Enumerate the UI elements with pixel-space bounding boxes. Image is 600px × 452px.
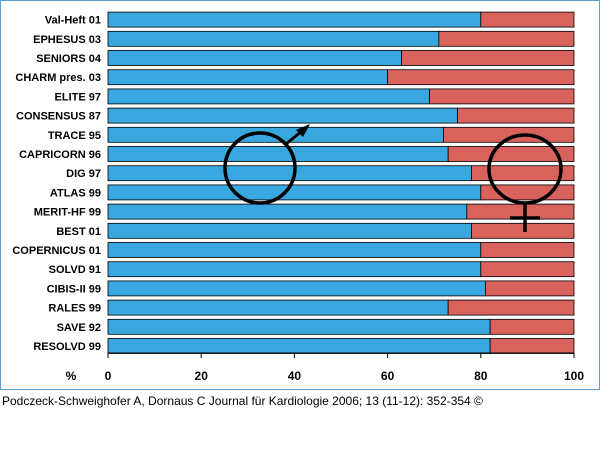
male-symbol-icon xyxy=(223,124,310,205)
bar-female-3 xyxy=(387,69,575,86)
category-label: CAPRICORN 96 xyxy=(19,149,101,161)
bar-male-9 xyxy=(107,184,482,201)
category-label: MERIT-HF 99 xyxy=(34,207,101,219)
bar-female-7 xyxy=(447,146,575,162)
category-label: ELITE 97 xyxy=(55,91,101,103)
category-label: CONSENSUS 87 xyxy=(16,111,101,123)
bar-male-1 xyxy=(107,30,440,47)
bar-male-10 xyxy=(107,203,468,220)
x-tick-label: 0 xyxy=(105,369,112,383)
bar-male-14 xyxy=(107,280,486,297)
bar-female-15 xyxy=(447,299,575,316)
bar-male-13 xyxy=(107,261,482,278)
bar-female-2 xyxy=(401,50,575,66)
category-label: TRACE 95 xyxy=(48,130,101,142)
x-tick-label: 40 xyxy=(288,369,302,383)
source-credit: Podczeck-Schweighofer A, Dornaus C Journ… xyxy=(2,394,483,408)
category-label: CIBIS-II 99 xyxy=(47,283,101,295)
bar-male-5 xyxy=(107,107,458,124)
category-label: SOLVD 91 xyxy=(49,264,101,276)
x-tick-label: 60 xyxy=(381,369,395,383)
x-axis-ticks: 0 20 40 60 80 100 xyxy=(105,353,584,383)
bar-male-3 xyxy=(107,69,389,86)
bar-male-16 xyxy=(107,318,491,335)
bar-male-11 xyxy=(107,222,472,239)
bar-male-17 xyxy=(107,338,491,354)
bar-female-8 xyxy=(471,165,575,182)
gender-distribution-chart: Val-Heft 01 EPHESUS 03 SENIORS 04 CHARM pre… xyxy=(12,11,584,383)
bar-female-5 xyxy=(457,107,575,124)
category-label: COPERNICUS 01 xyxy=(12,245,101,257)
bar-female-0 xyxy=(480,11,575,28)
category-label: EPHESUS 03 xyxy=(33,34,101,46)
bar-female-13 xyxy=(480,261,575,278)
x-tick-label: 100 xyxy=(564,369,584,383)
bar-female-12 xyxy=(480,242,575,258)
bars-group xyxy=(107,11,575,354)
bar-female-17 xyxy=(489,338,575,354)
bar-male-4 xyxy=(107,88,430,105)
x-tick-label: 20 xyxy=(195,369,209,383)
bar-female-11 xyxy=(471,222,575,239)
category-label: RALES 99 xyxy=(48,303,101,315)
bar-male-2 xyxy=(107,50,402,66)
category-label: RESOLVD 99 xyxy=(33,341,101,353)
category-label: Val-Heft 01 xyxy=(45,15,101,27)
x-axis-unit-label: % xyxy=(66,369,77,383)
category-label: CHARM pres. 03 xyxy=(15,72,101,84)
x-tick-label: 80 xyxy=(474,369,488,383)
category-labels: Val-Heft 01 EPHESUS 03 SENIORS 04 CHARM pre… xyxy=(12,15,102,353)
category-label: DIG 97 xyxy=(66,168,101,180)
bar-female-1 xyxy=(438,30,575,47)
category-label: ATLAS 99 xyxy=(50,187,101,199)
bar-male-15 xyxy=(107,299,449,316)
bar-male-12 xyxy=(107,242,482,258)
bar-female-16 xyxy=(489,318,575,335)
bar-female-4 xyxy=(429,88,575,105)
female-symbol-icon xyxy=(487,133,563,232)
category-label: BEST 01 xyxy=(56,226,101,238)
category-label: SENIORS 04 xyxy=(36,53,102,65)
bar-male-6 xyxy=(107,126,444,143)
bar-male-0 xyxy=(107,11,482,28)
bar-female-14 xyxy=(485,280,575,297)
category-label: SAVE 92 xyxy=(57,322,101,334)
bar-male-7 xyxy=(107,146,449,162)
bar-male-8 xyxy=(107,165,472,182)
